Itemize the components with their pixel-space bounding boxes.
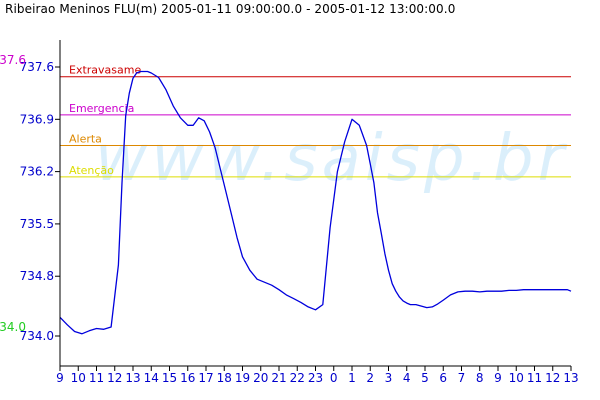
y-tick-label-2: 735.5 (20, 217, 54, 231)
max-value-label: 737.6 (0, 53, 26, 67)
x-tick-label-28: 13 (563, 371, 578, 385)
series-group (59, 70, 572, 335)
x-tick-label-2: 11 (89, 371, 104, 385)
threshold-label-2: Alerta (69, 132, 102, 145)
x-tick-label-0: 9 (56, 371, 64, 385)
threshold-label-3: Atenção (69, 164, 114, 177)
threshold-label-1: Emergencia (69, 102, 134, 115)
x-tick-label-19: 4 (403, 371, 411, 385)
min-value-label: 734.0 (0, 320, 26, 334)
series-line-0 (59, 70, 572, 335)
x-tick-label-11: 20 (253, 371, 268, 385)
axes (55, 40, 572, 371)
x-tick-label-10: 19 (235, 371, 250, 385)
watermark-text: www.saisp.br (95, 122, 568, 196)
x-tick-label-26: 11 (527, 371, 542, 385)
y-tick-label-5: 737.6 (20, 60, 54, 74)
x-tick-label-24: 9 (494, 371, 502, 385)
x-tick-label-5: 14 (144, 371, 159, 385)
x-tick-label-8: 17 (198, 371, 213, 385)
x-tick-label-14: 23 (308, 371, 323, 385)
x-tick-label-3: 12 (107, 371, 122, 385)
x-tick-label-6: 15 (162, 371, 177, 385)
y-tick-label-1: 734.8 (20, 269, 54, 283)
y-tick-label-0: 734.0 (20, 329, 54, 343)
x-tick-label-13: 22 (290, 371, 305, 385)
threshold-label-0: Extravasame (69, 64, 141, 77)
x-tick-label-7: 16 (180, 371, 195, 385)
x-tick-label-1: 10 (71, 371, 86, 385)
x-tick-label-16: 1 (348, 371, 356, 385)
chart-title: Ribeirao Meninos FLU(m) 2005-01-11 09:00… (5, 2, 456, 16)
x-tick-label-4: 13 (125, 371, 140, 385)
x-tick-label-15: 0 (330, 371, 338, 385)
x-tick-label-27: 12 (545, 371, 560, 385)
x-tick-label-23: 8 (476, 371, 484, 385)
threshold-lines: Extravasame Emergencia Alerta Atenção (60, 64, 571, 178)
x-tick-label-9: 18 (217, 371, 232, 385)
y-tick-label-3: 736.2 (20, 165, 54, 179)
x-tick-label-20: 5 (421, 371, 429, 385)
x-tick-label-21: 6 (439, 371, 447, 385)
x-tick-label-22: 7 (458, 371, 466, 385)
tick-labels: 734.0 734.8 735.5 736.2 736.9 737.6737.6 734.0… (0, 53, 579, 385)
x-tick-label-25: 10 (509, 371, 524, 385)
x-tick-label-18: 3 (385, 371, 393, 385)
y-tick-label-4: 736.9 (20, 112, 54, 126)
x-tick-label-17: 2 (366, 371, 374, 385)
x-tick-label-12: 21 (271, 371, 286, 385)
